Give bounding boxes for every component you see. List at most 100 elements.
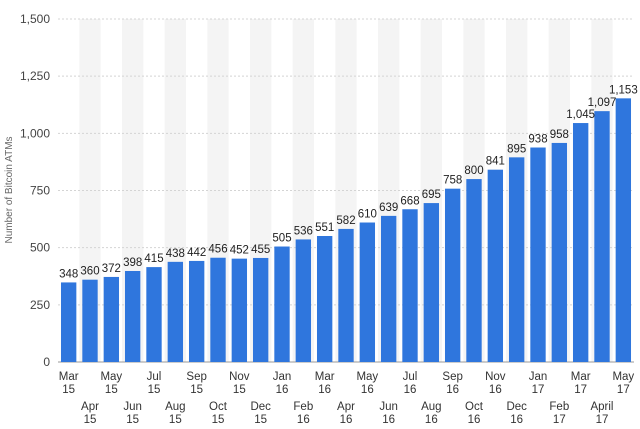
x-tick-year: 17: [617, 384, 630, 396]
x-tick-month: Jun: [123, 401, 142, 413]
data-label: 1,153: [609, 84, 638, 96]
x-tick-month: May: [612, 371, 634, 383]
y-tick-label: 750: [30, 184, 50, 198]
bar: [402, 209, 418, 362]
x-tick-month: Jan: [529, 371, 548, 383]
y-tick-label: 1,250: [20, 69, 50, 83]
x-tick-year: 16: [425, 414, 438, 426]
x-tick-year: 16: [276, 384, 289, 396]
x-tick-month: Dec: [506, 401, 527, 413]
bar: [615, 98, 632, 362]
x-tick-month: Aug: [165, 401, 185, 413]
bar: [60, 282, 77, 362]
x-tick-year: 16: [489, 384, 502, 396]
data-label: 695: [422, 189, 441, 201]
y-tick-label: 1,500: [20, 12, 50, 26]
bar: [338, 228, 354, 362]
x-tick-month: Feb: [293, 401, 313, 413]
x-tick-year: 16: [468, 414, 481, 426]
x-tick-year: 17: [553, 414, 566, 426]
data-label: 1,045: [566, 109, 595, 121]
data-label: 938: [528, 134, 547, 146]
data-label: 456: [208, 244, 227, 256]
data-label: 639: [379, 202, 398, 214]
data-label: 438: [166, 248, 185, 260]
y-axis-label: Number of Bitcoin ATMs: [4, 136, 15, 243]
data-label: 551: [315, 222, 334, 234]
bar: [487, 169, 504, 362]
x-tick-year: 15: [212, 414, 225, 426]
x-tick-year: 17: [532, 384, 545, 396]
bar: [103, 276, 120, 362]
data-label: 360: [80, 266, 99, 278]
x-tick-year: 16: [382, 414, 395, 426]
data-label: 800: [464, 165, 483, 177]
data-label: 442: [187, 247, 206, 259]
x-tick-month: Apr: [81, 401, 99, 413]
y-tick-label: 500: [30, 241, 50, 255]
bar: [274, 246, 290, 362]
x-tick-month: Jan: [273, 371, 292, 383]
data-label: 372: [102, 263, 121, 275]
x-tick-month: Apr: [337, 401, 355, 413]
data-label: 452: [230, 245, 249, 257]
x-tick-year: 15: [84, 414, 97, 426]
x-tick-month: May: [100, 371, 122, 383]
x-tick-month: Mar: [59, 371, 79, 383]
x-tick-month: Jul: [403, 371, 418, 383]
bar: [210, 257, 226, 362]
x-tick-year: 16: [510, 414, 523, 426]
x-tick-year: 16: [404, 384, 417, 396]
data-label: 536: [294, 225, 313, 237]
x-tick-month: Jun: [379, 401, 398, 413]
y-tick-label: 0: [43, 355, 50, 369]
bar: [167, 261, 184, 362]
y-tick-label: 250: [30, 298, 50, 312]
y-axis-ticks: 0 250 500 750 1,000 1,250 1,500: [20, 12, 50, 369]
x-tick-year: 15: [126, 414, 139, 426]
x-tick-month: May: [356, 371, 378, 383]
x-tick-month: Feb: [549, 401, 569, 413]
data-label: 455: [251, 244, 270, 256]
x-tick-year: 15: [233, 384, 246, 396]
bar: [380, 215, 397, 362]
bar: [466, 179, 482, 362]
x-tick-year: 15: [148, 384, 161, 396]
bar: [146, 267, 162, 362]
data-label: 758: [443, 175, 462, 187]
x-tick-month: Oct: [465, 401, 484, 413]
x-tick-year: 15: [190, 384, 203, 396]
data-label: 841: [486, 156, 505, 168]
x-axis-ticks: Mar15Apr15May15Jun15Jul15Aug15Sep15Oct15…: [59, 371, 635, 426]
data-label: 505: [272, 233, 291, 245]
x-tick-year: 15: [105, 384, 118, 396]
data-label: 668: [400, 195, 419, 207]
x-tick-year: 15: [254, 414, 267, 426]
x-tick-year: 16: [446, 384, 459, 396]
x-tick-month: Nov: [485, 371, 506, 383]
x-tick-month: Mar: [315, 371, 335, 383]
data-label: 895: [507, 143, 526, 155]
data-label: 610: [358, 209, 377, 221]
data-label: 415: [144, 253, 163, 265]
data-label: 1,097: [588, 97, 617, 109]
bar: [188, 260, 205, 362]
bar: [82, 279, 98, 362]
bar: [444, 188, 461, 362]
x-tick-month: Sep: [186, 371, 206, 383]
data-label: 348: [59, 268, 78, 280]
bar: [316, 236, 333, 362]
bars: [60, 98, 632, 362]
bar: [295, 239, 312, 362]
x-tick-month: Sep: [442, 371, 462, 383]
bar: [508, 157, 525, 362]
x-tick-month: Mar: [571, 371, 591, 383]
x-tick-year: 16: [318, 384, 331, 396]
x-tick-year: 16: [297, 414, 310, 426]
bar: [572, 123, 589, 362]
data-label: 398: [123, 257, 142, 269]
y-tick-label: 1,000: [20, 126, 50, 140]
